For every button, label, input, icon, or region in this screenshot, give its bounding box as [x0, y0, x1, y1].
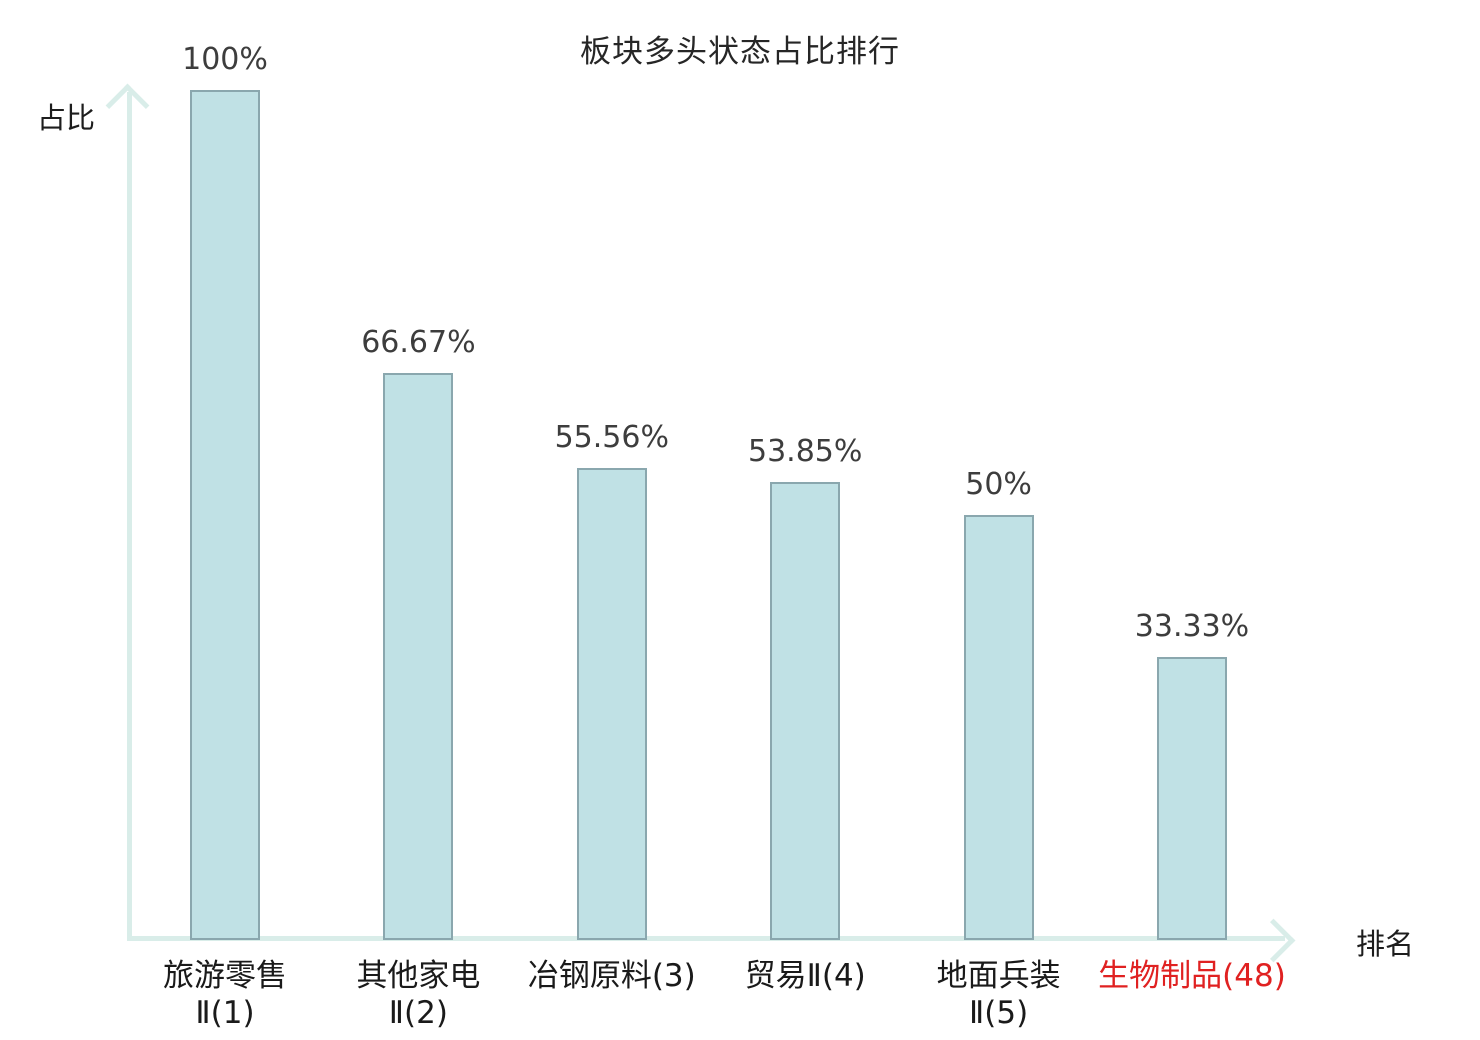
- category-label-line: Ⅱ(5): [969, 995, 1029, 1031]
- x-axis-label: 排名: [1356, 927, 1415, 961]
- category-label-6: 生物制品(48): [1062, 958, 1322, 995]
- bar-2: [383, 373, 454, 940]
- bar-value-label: 55.56%: [554, 419, 669, 455]
- y-axis-label: 占比: [37, 101, 96, 135]
- bar-value-label: 66.67%: [361, 325, 476, 361]
- bar-value-label: 100%: [182, 42, 268, 77]
- bar-value-label: 33.33%: [1134, 608, 1250, 644]
- category-label-line: 地面兵装: [936, 958, 1061, 994]
- category-label-line: Ⅱ(2): [388, 995, 448, 1031]
- bar-5: [963, 515, 1034, 940]
- category-label-line: 其他家电: [356, 958, 481, 994]
- bar-6: [1157, 656, 1227, 940]
- category-label-5: 地面兵装 Ⅱ(5): [869, 958, 1129, 1032]
- category-label-3: 冶钢原料(3): [482, 958, 742, 995]
- category-label-line: 旅游零售: [163, 958, 287, 994]
- category-label-line: 贸易Ⅱ(4): [744, 958, 866, 994]
- category-label-line: 冶钢原料(3): [527, 958, 696, 994]
- category-label-1: 旅游零售 Ⅱ(1): [95, 958, 355, 1032]
- bar-3: [576, 467, 647, 940]
- bar-4: [770, 482, 841, 940]
- y-axis-line: [127, 92, 132, 941]
- x-axis-arrowhead-icon: [1251, 918, 1296, 963]
- bar-value-label: 50%: [965, 467, 1032, 502]
- category-label-2: 其他家电 Ⅱ(2): [288, 958, 548, 1032]
- y-axis-arrowhead-icon: [105, 83, 150, 128]
- category-label-line: 生物制品(48): [1098, 958, 1286, 994]
- chart-title: 板块多头状态占比排行: [580, 34, 900, 70]
- bar-1: [190, 90, 260, 940]
- bar-value-label: 53.85%: [747, 434, 863, 470]
- category-label-4: 贸易Ⅱ(4): [675, 958, 935, 995]
- category-label-line: Ⅱ(1): [195, 995, 255, 1031]
- x-axis-line: [127, 936, 1285, 941]
